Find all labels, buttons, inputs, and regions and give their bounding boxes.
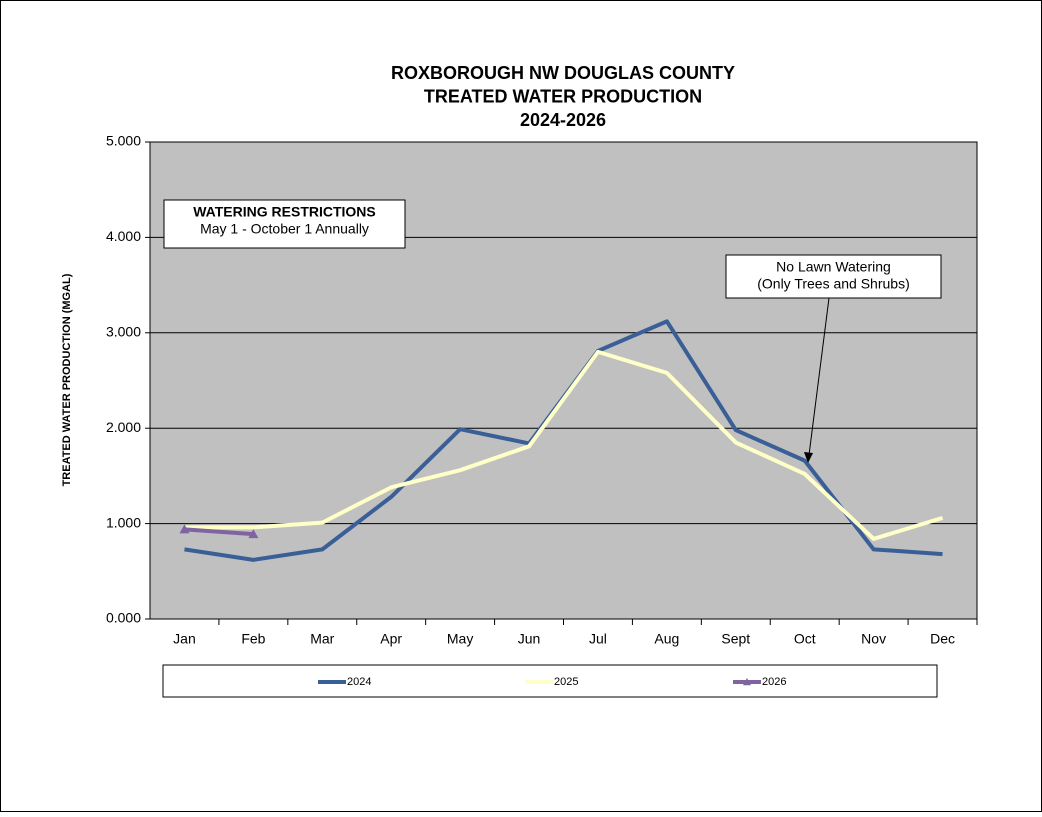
x-tick-label: Apr: [380, 631, 402, 647]
arrow-head: [804, 452, 813, 463]
chart-title: ROXBOROUGH NW DOUGLAS COUNTY: [391, 63, 735, 83]
x-tick-label: Jul: [589, 631, 607, 647]
x-tick-label: Aug: [654, 631, 679, 647]
data-point: [179, 524, 190, 534]
chart-title: 2024-2026: [520, 110, 606, 130]
y-tick-label: 1.000: [106, 514, 141, 530]
annotation-arrow: [808, 297, 830, 456]
y-tick-label: 4.000: [106, 228, 141, 244]
x-tick-label: Dec: [930, 631, 955, 647]
legend-label: 2025: [554, 676, 578, 688]
legend-label: 2024: [347, 676, 371, 688]
x-tick-label: Oct: [794, 631, 816, 647]
data-line: [184, 349, 944, 541]
legend-marker: [743, 678, 751, 686]
annotation-box: [725, 254, 942, 299]
annotation-text: May 1 - October 1 Annually: [200, 221, 369, 237]
y-tick-label: 3.000: [106, 324, 141, 340]
annotation-text: No Lawn Watering: [776, 259, 891, 275]
y-tick-label: 2.000: [106, 419, 141, 435]
data-line: [184, 527, 254, 537]
chart-title: TREATED WATER PRODUCTION: [424, 86, 702, 106]
y-tick-label: 0.000: [106, 610, 141, 626]
x-tick-label: Feb: [241, 631, 265, 647]
annotation-text: WATERING RESTRICTIONS: [193, 204, 376, 220]
x-tick-label: Jun: [518, 631, 541, 647]
y-tick-label: 5.000: [106, 133, 141, 149]
x-tick-label: Sept: [721, 631, 750, 647]
y-axis-label: TREATED WATER PRODUCTION (MGAL): [61, 273, 73, 486]
x-tick-label: Jan: [173, 631, 196, 647]
x-tick-label: Mar: [310, 631, 334, 647]
annotation-box: [163, 199, 406, 249]
x-tick-label: Nov: [861, 631, 886, 647]
data-point: [248, 529, 259, 539]
x-tick-label: May: [447, 631, 473, 647]
annotation-text: (Only Trees and Shrubs): [757, 276, 910, 292]
legend-label: 2026: [762, 676, 786, 688]
